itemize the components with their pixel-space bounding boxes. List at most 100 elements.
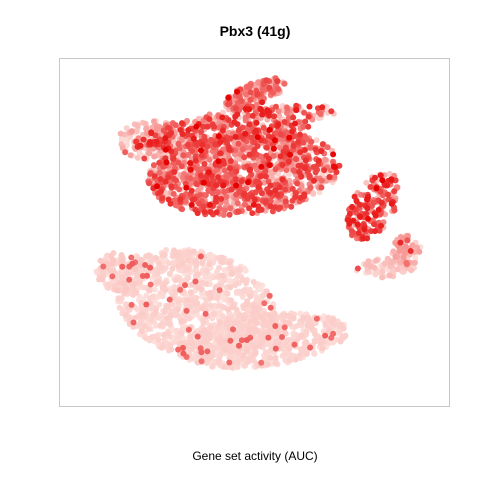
scatter-point [136,279,143,286]
scatter-point [135,272,141,279]
scatter-point [273,103,279,110]
scatter-point [303,350,310,357]
scatter-point [165,196,172,203]
scatter-point [244,195,251,202]
scatter-point [312,146,319,153]
scatter-point [234,319,241,326]
scatter-point [242,130,249,137]
scatter-point [337,338,344,345]
scatter-point [178,205,185,212]
scatter-point [122,311,129,318]
scatter-point [157,188,164,195]
scatter-point [157,290,164,297]
scatter-point [293,107,300,114]
scatter-point [401,250,408,257]
scatter-point [216,319,223,325]
scatter-point [306,103,313,110]
scatter-point [161,251,168,258]
scatter-point [296,168,302,175]
scatter-point [293,102,300,109]
scatter-point [378,199,385,206]
scatter-point [370,199,377,206]
scatter-point [264,107,271,114]
scatter-point [170,259,177,266]
scatter-point [227,135,234,142]
scatter-point [303,328,310,335]
scatter-point [233,168,240,175]
scatter-point [408,267,415,274]
scatter-point [276,184,283,191]
scatter-point [159,344,166,351]
scatter-point [236,288,243,295]
scatter-point [317,111,324,117]
chart-title: Pbx3 (41g) [220,23,291,39]
scatter-point [281,119,288,125]
scatter-point [251,317,257,324]
scatter-point [216,287,223,294]
scatter-point [189,297,196,304]
scatter-point [200,320,207,326]
scatter-point [290,143,297,149]
scatter-point [361,226,368,233]
scatter-point [156,301,163,308]
scatter-point [265,155,272,162]
scatter-point [355,230,362,236]
scatter-point [155,260,162,267]
scatter-point [321,167,328,174]
scatter-point [154,270,161,277]
scatter-point [286,345,293,352]
scatter-point [170,155,177,162]
scatter-point [267,197,274,204]
scatter-point [209,363,216,370]
scatter-point [276,112,283,119]
scatter-point [365,215,372,222]
scatter-point [238,337,245,344]
scatter-point [216,264,223,271]
scatter-point [267,313,274,320]
scatter-point [153,255,159,261]
scatter-point [177,340,183,347]
scatter-point [324,144,331,151]
scatter-point [120,280,127,287]
scatter-point [221,267,228,274]
scatter-point [188,201,195,208]
scatter-point [377,188,384,195]
scatter-point [218,254,225,261]
scatter-point [131,287,138,294]
scatter-point [193,123,200,130]
scatter-point [160,163,167,170]
scatter-point [162,135,169,142]
scatter-point [132,266,139,273]
scatter-point [129,260,136,267]
scatter-point [234,88,240,95]
scatter-point [272,345,279,352]
scatter-point [227,158,234,164]
scatter-point [266,127,273,133]
scatter-point [362,210,369,217]
scatter-point [221,207,228,214]
scatter-point [322,156,329,163]
scatter-point [253,101,260,108]
scatter-point [171,175,177,182]
scatter-point [265,334,272,341]
scatter-point [122,149,129,156]
scatter-point [267,354,274,361]
scatter-point [216,359,222,366]
scatter-point [403,259,410,266]
scatter-point [226,342,233,349]
scatter-point [277,131,284,138]
scatter-point [172,252,179,259]
scatter-point [247,89,254,96]
scatter-point [221,188,228,195]
scatter-point [258,359,265,366]
scatter-point [255,184,262,191]
scatter-point [411,259,418,266]
scatter-point [307,184,314,191]
scatter-point [214,189,221,196]
scatter-point [179,120,185,127]
scatter-point [188,187,195,194]
scatter-point [228,364,235,371]
scatter-point [340,333,347,340]
scatter-point [161,336,168,343]
scatter-point [279,176,286,183]
